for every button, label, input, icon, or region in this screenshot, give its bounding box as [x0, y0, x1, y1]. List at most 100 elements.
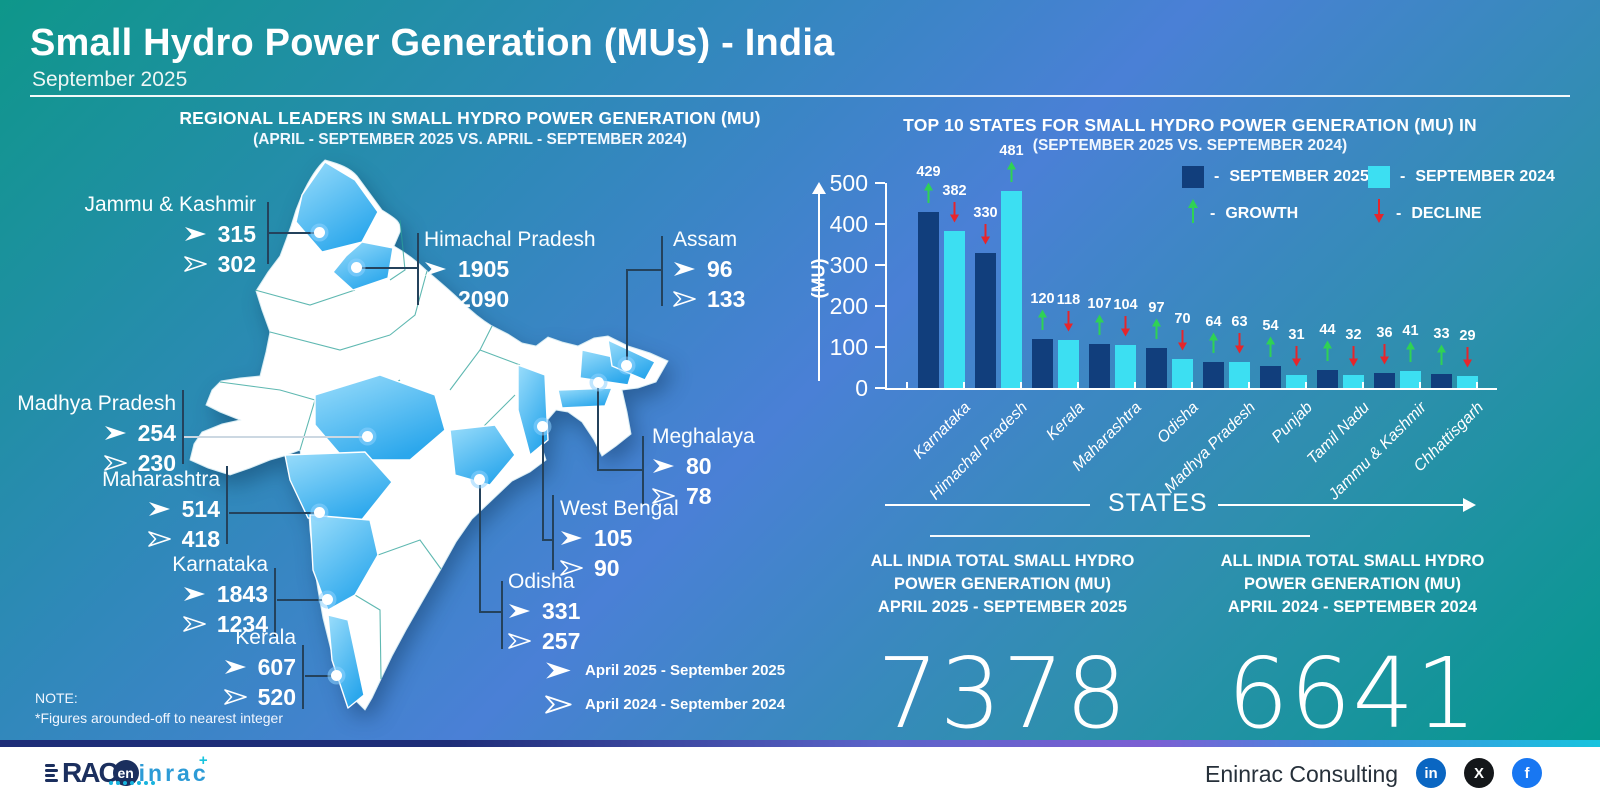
value-2025: 1843	[216, 580, 268, 607]
bar-column: 44	[1317, 322, 1338, 388]
outline-arrow-icon	[424, 291, 447, 307]
value-2024: 2090	[458, 285, 510, 312]
bar-group-4: 97 70	[1146, 300, 1193, 388]
value-2024: 90	[594, 554, 620, 581]
state-label: Meghalaya	[652, 425, 755, 448]
note-label: NOTE:	[35, 690, 78, 706]
leader-line	[597, 469, 642, 471]
growth-arrow-icon	[1435, 344, 1448, 371]
bar-value: 33	[1433, 326, 1450, 342]
map-marker-odisha	[474, 474, 485, 485]
facebook-icon[interactable]: f	[1512, 758, 1542, 788]
value-2024: 302	[217, 250, 256, 277]
map-callout-jammu-kashmir: Jammu & Kashmir 315 302	[38, 191, 256, 279]
header-divider	[30, 95, 1570, 97]
value-2024: 418	[181, 525, 220, 552]
y-tick	[875, 346, 885, 348]
bar-2025	[1203, 362, 1224, 388]
bar-2024	[1058, 340, 1079, 388]
leader-line	[305, 675, 337, 677]
y-tick	[875, 223, 885, 225]
leader-line	[229, 512, 320, 514]
value-2025: 254	[137, 419, 176, 446]
bar-value: 481	[999, 143, 1024, 159]
value-2024: 520	[257, 683, 296, 710]
bar-chart-title: TOP 10 STATES FOR SMALL HYDRO POWER GENE…	[903, 115, 1477, 135]
total-2025-block: ALL INDIA TOTAL SMALL HYDRO POWER GENERA…	[830, 550, 1175, 750]
outline-arrow-icon	[183, 616, 206, 632]
decline-arrow-icon	[1461, 346, 1474, 373]
filled-arrow-icon	[546, 662, 571, 679]
bar-2024	[1457, 376, 1478, 388]
value-2024: 78	[686, 482, 712, 509]
x-tick-label: Himachal Pradesh	[926, 399, 1032, 504]
total-heading: POWER GENERATION (MU)	[894, 575, 1111, 593]
x-tick	[963, 382, 965, 390]
map-marker-himachal-pradesh	[351, 262, 362, 273]
legend-label: SEPTEMBER 2025	[1229, 168, 1369, 185]
y-tick	[875, 264, 885, 266]
bar-value: 31	[1288, 327, 1305, 343]
outline-arrow-icon	[147, 531, 171, 547]
map-callout-assam: Assam 96 133	[673, 226, 803, 314]
bar-2025	[975, 253, 996, 388]
y-tick	[875, 182, 885, 184]
map-section-subtitle: (APRIL - SEPTEMBER 2025 VS. APRIL - SEPT…	[253, 131, 687, 148]
filled-arrow-icon	[148, 502, 170, 516]
bar-group-2: 120 118	[1030, 291, 1080, 388]
map-marker-assam	[621, 360, 632, 371]
state-shape-west-bengal	[517, 364, 549, 456]
bar-value: 44	[1319, 322, 1336, 338]
filled-arrow-icon	[653, 459, 674, 473]
value-2025: 96	[707, 255, 733, 282]
leader-line	[184, 436, 368, 438]
footer: RAC en inrac + Eninrac Consulting in X f	[0, 747, 1600, 800]
legend-growth: - GROWTH	[1186, 198, 1298, 229]
legend-label: SEPTEMBER 2024	[1415, 168, 1555, 185]
value-2025: 105	[594, 524, 633, 551]
map-marker-west-bengal	[537, 421, 548, 432]
bar-group-5: 64 63	[1203, 314, 1250, 388]
state-shape-meghalaya	[557, 387, 613, 409]
map-marker-meghalaya	[593, 377, 604, 388]
bar-value: 97	[1148, 300, 1165, 316]
legend-dash: -	[1396, 204, 1402, 222]
x-tick	[1077, 382, 1079, 390]
leader-rule	[642, 436, 644, 504]
linkedin-icon[interactable]: in	[1416, 758, 1446, 788]
bar-2025	[918, 212, 939, 388]
leader-line	[626, 269, 628, 366]
y-axis-arrow-line	[818, 193, 820, 381]
decline-arrow-icon	[1290, 345, 1303, 372]
growth-arrow-icon	[1321, 340, 1334, 367]
growth-arrow-icon	[1150, 318, 1163, 345]
bar-2025	[1317, 370, 1338, 388]
filled-arrow-icon	[674, 262, 695, 276]
bar-2024	[944, 231, 965, 388]
states-axis-line-right	[1218, 504, 1463, 506]
leader-line	[479, 611, 501, 613]
state-label: Madhya Pradesh	[17, 392, 176, 415]
y-tick-label: 500	[829, 170, 868, 196]
x-axis-title: STATES	[1108, 489, 1208, 517]
map-marker-maharashtra	[314, 507, 325, 518]
growth-arrow-icon	[1404, 341, 1417, 368]
filled-arrow-icon	[104, 426, 126, 440]
value-2024: 133	[707, 285, 746, 312]
x-icon[interactable]: X	[1464, 758, 1494, 788]
total-value-2024: 6641	[1227, 637, 1478, 750]
bar-column: 41	[1400, 323, 1421, 388]
x-tick	[1362, 382, 1364, 390]
leader-line	[542, 539, 552, 541]
outline-arrow-icon	[652, 488, 675, 504]
growth-arrow-icon	[1207, 332, 1220, 359]
map-marker-karnataka	[322, 594, 333, 605]
page-subtitle: September 2025	[32, 68, 188, 91]
logo-bars-icon	[45, 764, 58, 782]
bar-column: 36	[1374, 325, 1395, 388]
y-tick-label: 200	[829, 293, 868, 319]
series-2024-swatch	[1368, 166, 1390, 188]
leader-rule	[501, 581, 503, 649]
leader-line	[597, 383, 599, 470]
growth-arrow-icon	[1036, 309, 1049, 336]
